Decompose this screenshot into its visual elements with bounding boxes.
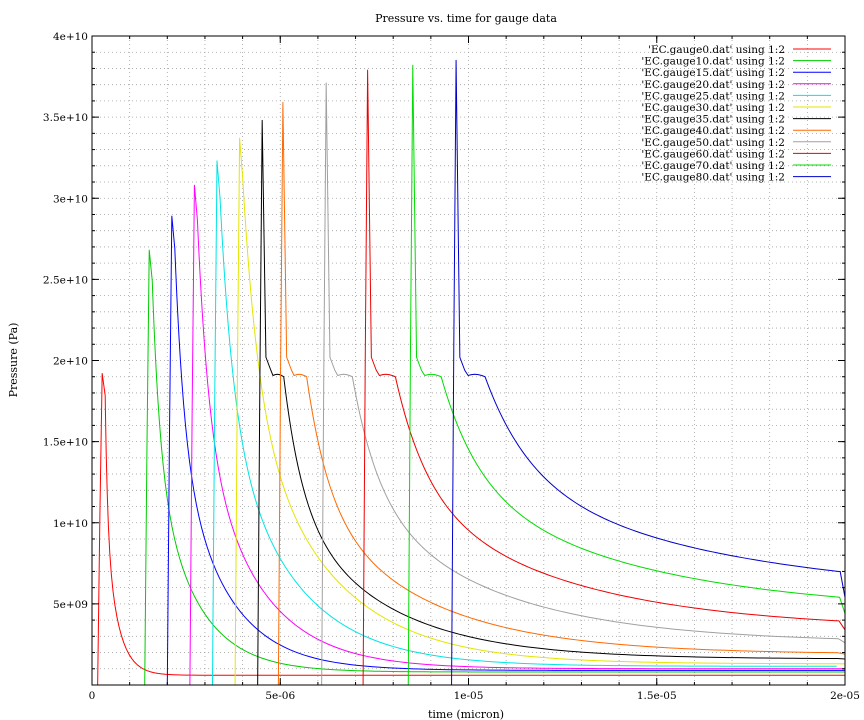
legend: 'EC.gauge0.dat' using 1:2'EC.gauge10.dat… xyxy=(641,44,831,184)
grid-lines xyxy=(92,36,845,685)
y-axis-label: Pressure (Pa) xyxy=(7,323,20,398)
y-tick-label: 2e+10 xyxy=(53,356,88,368)
series-line xyxy=(92,82,846,686)
series-line xyxy=(92,184,845,686)
legend-label: 'EC.gauge50.dat' using 1:2 xyxy=(641,137,785,149)
series-line xyxy=(92,160,837,686)
y-tick-label: 5e+09 xyxy=(53,599,88,611)
series-line xyxy=(92,372,845,686)
series-line xyxy=(92,102,846,686)
x-tick-label: 2e-05 xyxy=(830,690,860,702)
legend-label: 'EC.gauge30.dat' using 1:2 xyxy=(641,102,785,114)
series-line xyxy=(92,64,846,686)
legend-label: 'EC.gauge60.dat' using 1:2 xyxy=(641,148,785,160)
legend-label: 'EC.gauge25.dat' using 1:2 xyxy=(641,90,785,102)
x-axis-label: time (micron) xyxy=(428,708,504,720)
y-tick-label: 3e+10 xyxy=(53,193,88,205)
x-tick-label: 1.5e-05 xyxy=(637,690,677,702)
legend-label: 'EC.gauge20.dat' using 1:2 xyxy=(641,79,785,91)
chart-title: Pressure vs. time for gauge data xyxy=(375,12,557,25)
legend-label: 'EC.gauge0.dat' using 1:2 xyxy=(648,44,785,56)
y-tick-label: 1e+10 xyxy=(53,518,88,530)
x-tick-label: 1e-05 xyxy=(454,690,484,702)
series-line xyxy=(92,119,846,686)
legend-label: 'EC.gauge10.dat' using 1:2 xyxy=(641,56,785,68)
series-line xyxy=(92,59,846,686)
x-tick-label: 5e-06 xyxy=(265,690,295,702)
x-tick-label: 0 xyxy=(89,690,96,702)
legend-label: 'EC.gauge40.dat' using 1:2 xyxy=(641,125,785,137)
legend-label: 'EC.gauge80.dat' using 1:2 xyxy=(641,172,785,184)
legend-label: 'EC.gauge15.dat' using 1:2 xyxy=(641,67,785,79)
series-line xyxy=(92,69,846,686)
legend-label: 'EC.gauge35.dat' using 1:2 xyxy=(641,114,785,126)
y-tick-label: 2.5e+10 xyxy=(43,274,88,286)
series-line xyxy=(92,137,846,686)
axis-ticks: 0 5e-06 1e-05 1.5e-05 2e-05 5e+09 1e+10 1.5e+10… xyxy=(43,31,860,702)
series-curves xyxy=(92,59,846,686)
series-line xyxy=(92,249,845,686)
y-tick-label: 1.5e+10 xyxy=(43,437,88,449)
legend-label: 'EC.gauge70.dat' using 1:2 xyxy=(641,160,785,172)
y-tick-label: 4e+10 xyxy=(53,31,88,43)
series-line xyxy=(92,215,845,686)
y-tick-label: 3.5e+10 xyxy=(43,112,88,124)
